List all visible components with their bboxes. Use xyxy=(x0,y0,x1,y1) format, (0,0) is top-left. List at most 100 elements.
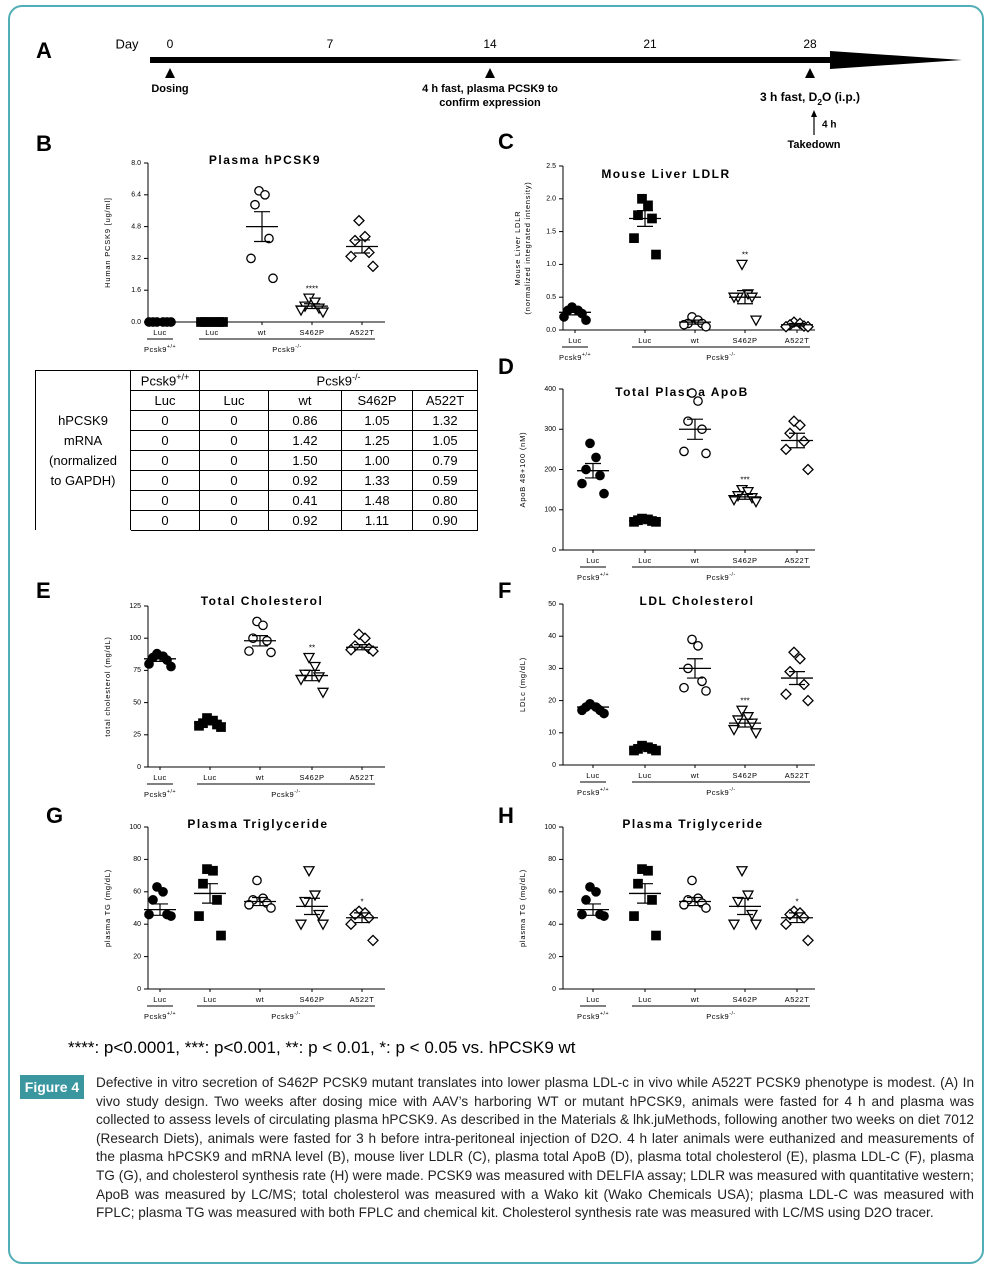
panel-letter: D xyxy=(498,354,514,379)
panel-letter: G xyxy=(46,803,63,828)
x-tick-label: A522T xyxy=(785,556,810,565)
point xyxy=(359,632,371,645)
point xyxy=(208,865,218,876)
group-label-sup: +/+ xyxy=(167,1011,176,1017)
sem-bar xyxy=(304,303,320,310)
point xyxy=(749,315,763,327)
point xyxy=(749,728,763,740)
group-label-sup: -/- xyxy=(294,1011,300,1017)
y-tick-label: 100 xyxy=(544,824,556,831)
point xyxy=(687,634,697,645)
point xyxy=(581,315,591,326)
group-label: Pcsk9-/- xyxy=(272,344,301,354)
point xyxy=(316,919,330,931)
y-tick-label: 0 xyxy=(137,986,141,993)
point xyxy=(260,189,270,200)
x-tick-label: Luc xyxy=(638,556,652,565)
point xyxy=(308,297,322,309)
point xyxy=(731,715,745,727)
y-tick-label: 300 xyxy=(544,426,556,433)
interval-label: 4 h xyxy=(822,120,836,131)
point xyxy=(581,464,591,475)
point xyxy=(788,646,800,659)
point xyxy=(749,497,763,509)
point xyxy=(166,661,176,672)
point xyxy=(802,694,814,707)
point xyxy=(749,919,763,931)
table-row: 0 0 0.86 1.05 1.32 xyxy=(36,410,478,431)
column-header: S462P xyxy=(341,390,413,411)
x-tick-label: Luc xyxy=(586,771,600,780)
timeline-arrow xyxy=(150,51,962,69)
sem-bar xyxy=(789,671,805,686)
chart-title: Plasma hPCSK9 xyxy=(209,153,321,167)
table-cell: 0 xyxy=(130,410,200,431)
x-tick-label: wt xyxy=(690,556,700,565)
table-cell: 1.48 xyxy=(341,490,413,511)
point xyxy=(359,230,371,243)
event-marker xyxy=(165,68,175,78)
y-axis-label: LDLc (mg/dL) xyxy=(518,657,527,712)
y-tick-label: 40 xyxy=(548,633,556,640)
caption-label: Figure 4 xyxy=(20,1075,84,1099)
y-tick-label: 400 xyxy=(544,386,556,393)
group-name: Pcsk9 xyxy=(140,373,177,389)
sem-bar xyxy=(202,883,218,904)
table-cell: 1.42 xyxy=(268,430,342,451)
group-label-base: Pcsk9 xyxy=(271,790,294,799)
event-label: Dosing xyxy=(151,83,188,95)
point xyxy=(559,312,569,322)
group-label-base: Pcsk9 xyxy=(144,345,167,354)
point xyxy=(731,896,745,908)
group-label-base: Pcsk9 xyxy=(577,1012,600,1021)
row-label-line: to GAPDH) xyxy=(50,472,116,488)
sem-bar xyxy=(737,290,753,305)
row-label: hPCSK9 mRNA (normalized to GAPDH) xyxy=(35,370,131,531)
group-label: Pcsk9+/+ xyxy=(144,1011,176,1021)
table-row: 0 0 0.92 1.11 0.90 xyxy=(36,510,478,531)
y-axis-label: Mouse Liver LDLR xyxy=(513,211,522,286)
point xyxy=(216,930,226,941)
y-tick-label: 4.8 xyxy=(131,223,141,230)
table-cell: 0 xyxy=(130,510,200,531)
table-cell: 0 xyxy=(199,410,269,431)
panel-letter: A xyxy=(36,38,52,63)
sem-bar xyxy=(152,655,168,662)
x-tick-label: S462P xyxy=(299,773,324,782)
x-tick-label: wt xyxy=(255,773,265,782)
point xyxy=(727,495,741,507)
y-tick-label: 3.2 xyxy=(131,255,141,262)
row-label-line: mRNA xyxy=(63,432,103,448)
point xyxy=(693,396,703,406)
x-tick-label: S462P xyxy=(732,995,757,1004)
x-tick-label: Luc xyxy=(638,995,652,1004)
point xyxy=(252,875,262,886)
y-tick-label: 0 xyxy=(552,986,556,993)
chart-title: Mouse Liver LDLR xyxy=(601,167,730,181)
group-label: Pcsk9+/+ xyxy=(577,572,609,582)
point xyxy=(591,452,601,463)
group-label-sup: +/+ xyxy=(582,352,591,358)
point xyxy=(780,688,792,701)
chart-title: Total Plasma ApoB xyxy=(615,385,749,399)
x-tick-label: A522T xyxy=(785,771,810,780)
x-tick-label: Luc xyxy=(153,773,167,782)
point xyxy=(735,259,749,271)
group-label-sup: +/+ xyxy=(600,787,609,793)
event-sub: 2 xyxy=(817,97,822,107)
point xyxy=(651,930,661,941)
x-tick-label: wt xyxy=(257,328,267,337)
sem-bar xyxy=(687,896,703,907)
point xyxy=(798,435,810,448)
point xyxy=(367,260,379,273)
sem-bar xyxy=(585,704,601,710)
point xyxy=(577,909,587,920)
table-cell: 0.92 xyxy=(268,510,342,531)
x-tick-label: Luc xyxy=(203,773,217,782)
x-tick-label: wt xyxy=(255,995,265,1004)
table-cell: 0 xyxy=(130,450,200,471)
table-row: 0 0 0.41 1.48 0.80 xyxy=(36,490,478,511)
point xyxy=(735,705,749,717)
point xyxy=(345,918,357,931)
point xyxy=(647,895,657,905)
